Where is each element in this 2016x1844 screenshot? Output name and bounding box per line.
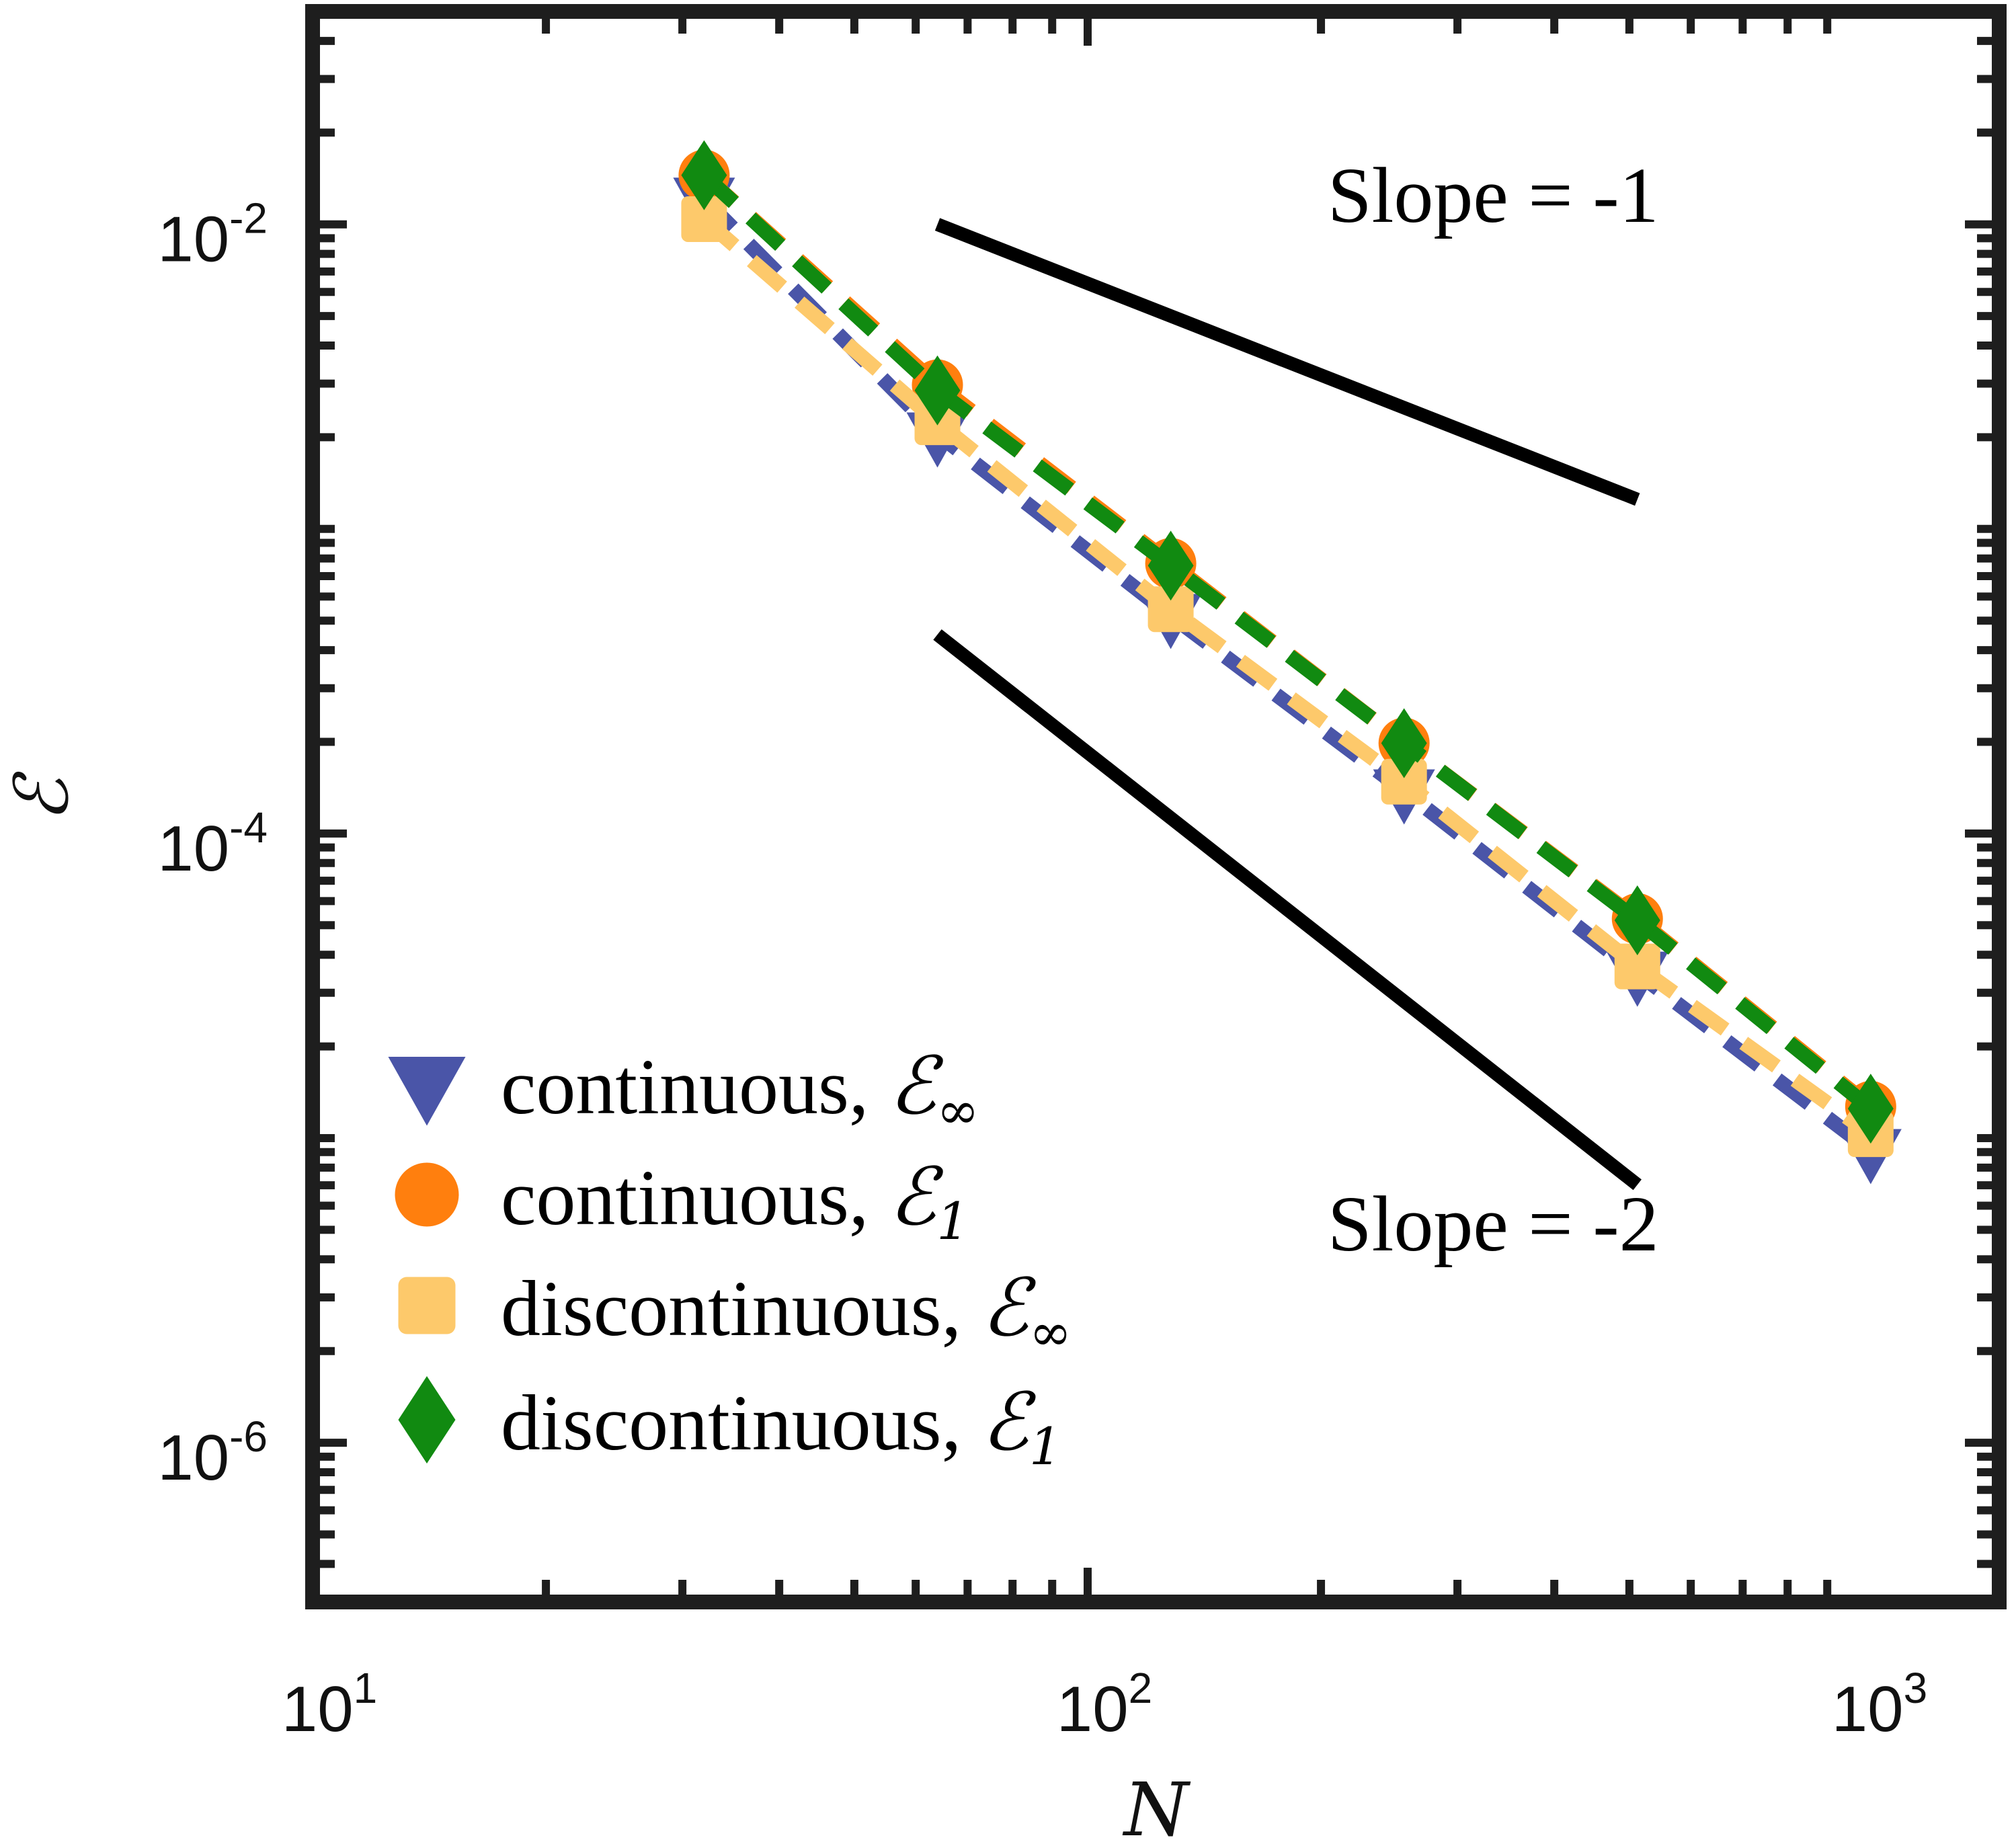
legend-label-subscript: 1 [1029, 1416, 1061, 1476]
y-tick-label: 10-4 [157, 803, 268, 885]
legend-label: discontinuous, ℰ∞ [501, 1261, 1072, 1362]
tick-label-base: 10 [157, 204, 229, 276]
legend-label-text: discontinuous, [501, 1265, 981, 1353]
tick-label-exponent: 2 [1129, 1664, 1153, 1712]
tick-label-base: 10 [1057, 1673, 1129, 1745]
data-point [1147, 586, 1194, 633]
legend-label-text: continuous, [501, 1154, 889, 1242]
legend-marker [388, 1057, 466, 1126]
legend-label-subscript: ∞ [936, 1080, 979, 1140]
legend-label: continuous, ℰ1 [501, 1150, 969, 1251]
reference-lines: Slope = -1 Slope = -2 [933, 151, 1659, 1268]
legend-item-3: discontinuous, ℰ∞ [398, 1261, 1072, 1362]
series-4 [681, 140, 1894, 1144]
y-tick-label: 10-6 [157, 1412, 268, 1494]
data-point [1381, 708, 1427, 778]
series-line [699, 213, 1876, 1141]
legend-item-4: discontinuous, ℰ1 [398, 1375, 1061, 1476]
legend-label-text: discontinuous, [501, 1379, 981, 1467]
series-1 [673, 177, 1902, 1185]
legend-label-subscript: ∞ [1029, 1302, 1072, 1362]
series-3 [681, 196, 1894, 1158]
data-point [914, 355, 961, 426]
tick-label-exponent: 3 [1904, 1664, 1928, 1712]
data-point [1614, 943, 1660, 990]
legend-item-2: continuous, ℰ1 [395, 1150, 969, 1251]
legend-label-symbol: ℰ [889, 1039, 944, 1132]
legend-label: discontinuous, ℰ1 [501, 1375, 1061, 1476]
legend-marker [398, 1376, 456, 1464]
tick-label-base: 10 [282, 1673, 354, 1745]
slope-line [934, 218, 1640, 506]
series-layer [673, 140, 1902, 1185]
legend: continuous, ℰ∞continuous, ℰ1discontinuou… [388, 1039, 1072, 1476]
data-point [1381, 758, 1427, 805]
x-tick-label: 101 [282, 1664, 377, 1745]
legend-marker [395, 1162, 459, 1227]
legend-marker [398, 1277, 456, 1334]
legend-label-symbol: ℰ [889, 1150, 944, 1243]
series-line [698, 169, 1876, 1115]
x-axis-title: N [1122, 1767, 1191, 1844]
x-tick-label: 102 [1057, 1664, 1152, 1745]
tick-label-exponent: -6 [229, 1412, 268, 1461]
x-tick-label: 103 [1832, 1664, 1927, 1745]
plot-frame [305, 4, 2007, 1609]
data-point [1847, 1074, 1894, 1144]
legend-label-symbol: ℰ [981, 1375, 1037, 1468]
tick-label-base: 10 [157, 813, 229, 885]
legend-label-subscript: 1 [936, 1191, 969, 1251]
y-axis-title: ℰ [0, 770, 85, 822]
tick-label-exponent: -2 [229, 194, 268, 243]
legend-item-1: continuous, ℰ∞ [388, 1039, 979, 1140]
data-point [681, 196, 727, 242]
legend-label-text: continuous, [501, 1043, 889, 1131]
legend-label: continuous, ℰ∞ [501, 1039, 979, 1140]
legend-label-symbol: ℰ [981, 1261, 1037, 1354]
data-point [1147, 530, 1194, 601]
tick-label-base: 10 [1832, 1673, 1904, 1745]
tick-label-exponent: -4 [229, 803, 268, 852]
slope-line [933, 629, 1642, 1191]
slope-label: Slope = -2 [1328, 1180, 1659, 1268]
y-tick-label: 10-2 [157, 194, 268, 276]
data-point [681, 140, 727, 210]
slope-label: Slope = -1 [1328, 151, 1659, 239]
data-point [1614, 885, 1660, 955]
tick-label-exponent: 1 [354, 1664, 378, 1712]
tick-label-base: 10 [157, 1422, 229, 1494]
